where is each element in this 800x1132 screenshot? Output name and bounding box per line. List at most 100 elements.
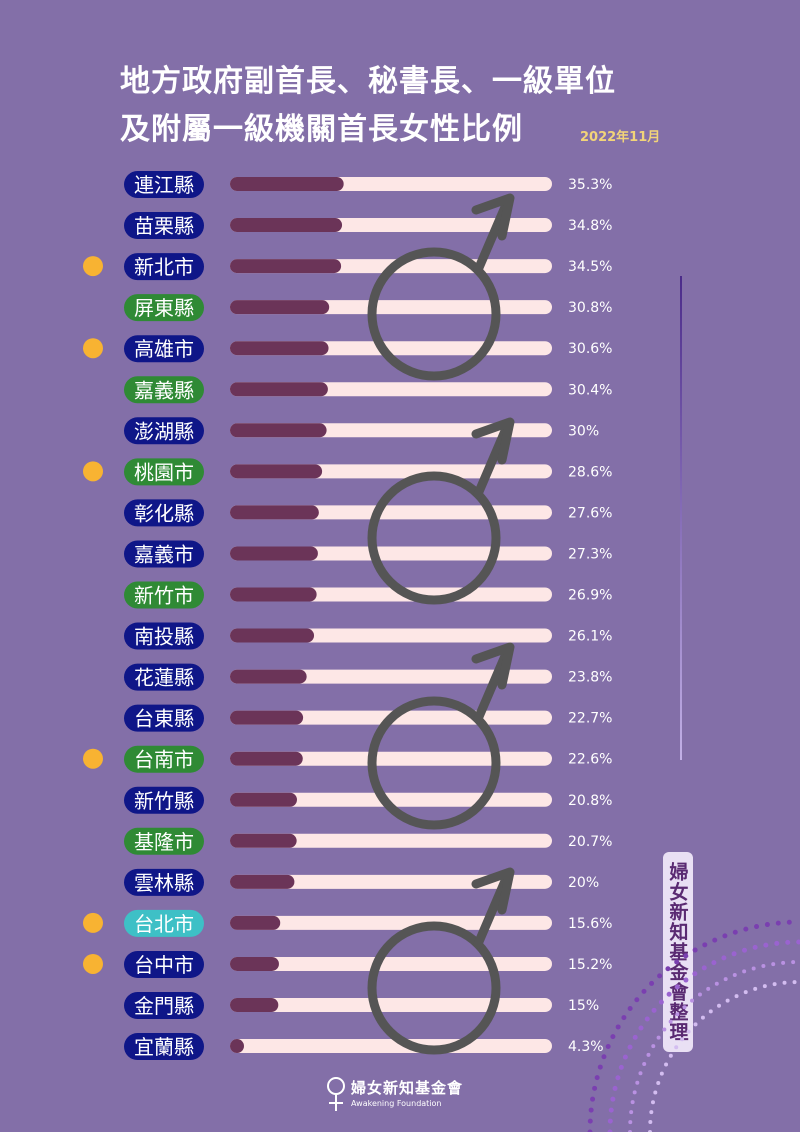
chart-row: 金門縣 15% xyxy=(124,992,599,1019)
male-symbols xyxy=(367,193,515,1055)
bar xyxy=(230,669,307,684)
region-label-bg xyxy=(124,622,204,650)
decorative-dot-arcs xyxy=(587,919,800,1132)
city-marker xyxy=(83,912,103,933)
bar xyxy=(230,341,329,356)
bars-layer: 連江縣 35.3% 苗栗縣 34.8% 新北市 34.5% 屏東縣 30.8% 高雄市 30.6%… xyxy=(83,171,612,1061)
value-label: 4.3% xyxy=(568,1039,604,1055)
region-label: 新竹縣 xyxy=(134,789,194,813)
bar-track xyxy=(230,874,552,889)
region-label: 台北市 xyxy=(134,912,194,936)
bar xyxy=(230,833,297,848)
bar xyxy=(230,628,315,643)
region-label-bg xyxy=(124,663,204,691)
chart-row: 台中市 15.2% xyxy=(83,950,612,978)
value-label: 15.2% xyxy=(568,957,612,973)
region-label: 嘉義市 xyxy=(134,542,194,566)
region-label: 金門縣 xyxy=(134,994,194,1018)
region-label: 苗栗縣 xyxy=(134,214,194,238)
bar xyxy=(230,546,318,561)
region-label-bg xyxy=(124,171,204,198)
chart-row: 連江縣 35.3% xyxy=(124,171,612,198)
value-label: 30.4% xyxy=(568,382,612,398)
value-label: 30% xyxy=(568,423,599,439)
value-label: 20% xyxy=(568,875,599,891)
city-marker xyxy=(83,256,103,277)
bar xyxy=(230,464,323,479)
bar xyxy=(230,423,327,438)
value-label: 20.8% xyxy=(568,793,612,809)
city-marker xyxy=(83,461,103,482)
region-label: 連江縣 xyxy=(134,173,194,197)
bar xyxy=(230,218,343,233)
bar-track xyxy=(230,751,552,766)
male-symbol-icon xyxy=(367,417,515,605)
region-label: 澎湖縣 xyxy=(134,419,194,443)
region-label: 桃園市 xyxy=(134,460,194,484)
region-label: 南投縣 xyxy=(134,625,194,649)
bar xyxy=(230,710,304,725)
value-label: 34.8% xyxy=(568,218,612,234)
city-marker xyxy=(83,953,103,974)
chart-row: 花蓮縣 23.8% xyxy=(124,663,612,691)
region-label-bg xyxy=(124,868,204,896)
chart-title: 地方政府副首長、秘書長、一級單位 及附屬一級機關首長女性比例 xyxy=(120,58,616,154)
chart-row: 屏東縣 30.8% xyxy=(124,294,612,322)
value-label: 27.6% xyxy=(568,505,612,521)
value-label: 30.8% xyxy=(568,300,612,316)
footer-org-name: 婦女新知基金會 xyxy=(351,1079,464,1097)
footer-logo: 婦女新知基金會 Awakening Foundation xyxy=(325,1075,485,1115)
bar-track xyxy=(230,833,552,848)
chart-row: 南投縣 26.1% xyxy=(124,622,612,650)
divider-line xyxy=(680,276,682,760)
region-label-bg xyxy=(124,581,204,609)
chart-row: 彰化縣 27.6% xyxy=(124,499,612,527)
region-label: 彰化縣 xyxy=(134,501,194,525)
chart-row: 澎湖縣 30% xyxy=(124,417,599,445)
chart-row: 高雄市 30.6% xyxy=(83,335,612,363)
bar xyxy=(230,751,303,766)
bar-track xyxy=(230,1039,552,1054)
region-label-bg xyxy=(124,294,204,322)
bar xyxy=(230,956,279,971)
bar-track xyxy=(230,956,552,971)
region-label-bg xyxy=(124,540,204,568)
chart-row: 台北市 15.6% xyxy=(83,909,612,937)
region-label-bg xyxy=(124,212,204,240)
bar xyxy=(230,300,330,315)
chart-row: 新竹縣 20.8% xyxy=(124,786,612,814)
bar-track xyxy=(230,669,552,684)
value-label: 28.6% xyxy=(568,464,612,480)
footer-org-name-en: Awakening Foundation xyxy=(351,1099,442,1108)
date-label: 2022年11月 xyxy=(580,130,661,145)
bar xyxy=(230,792,297,807)
region-label-bg xyxy=(124,950,204,978)
male-symbol-icon xyxy=(367,642,515,830)
region-label: 新北市 xyxy=(134,255,194,279)
value-label: 27.3% xyxy=(568,546,612,562)
value-label: 30.6% xyxy=(568,341,612,357)
chart-row: 嘉義市 27.3% xyxy=(124,540,612,568)
bar xyxy=(230,382,328,397)
chart-row: 宜蘭縣 4.3% xyxy=(124,1033,604,1061)
bar-track xyxy=(230,915,552,930)
region-label: 台南市 xyxy=(134,748,194,772)
value-label: 26.1% xyxy=(568,629,612,645)
chart-row: 桃園市 28.6% xyxy=(83,458,612,486)
bar xyxy=(230,915,281,930)
chart-row: 苗栗縣 34.8% xyxy=(124,212,612,240)
region-label: 新竹市 xyxy=(134,584,194,608)
title-line-2: 及附屬一級機關首長女性比例 xyxy=(120,112,523,147)
value-label: 23.8% xyxy=(568,670,612,686)
title-line-1: 地方政府副首長、秘書長、一級單位 xyxy=(120,64,616,99)
bar xyxy=(230,587,317,602)
region-label-bg xyxy=(124,376,204,404)
bar xyxy=(230,998,279,1012)
value-label: 26.9% xyxy=(568,588,612,604)
city-marker xyxy=(83,338,103,359)
region-label: 基隆市 xyxy=(134,830,194,854)
male-symbol-icon xyxy=(367,867,515,1055)
city-marker xyxy=(83,748,103,769)
region-label-bg xyxy=(124,253,204,281)
